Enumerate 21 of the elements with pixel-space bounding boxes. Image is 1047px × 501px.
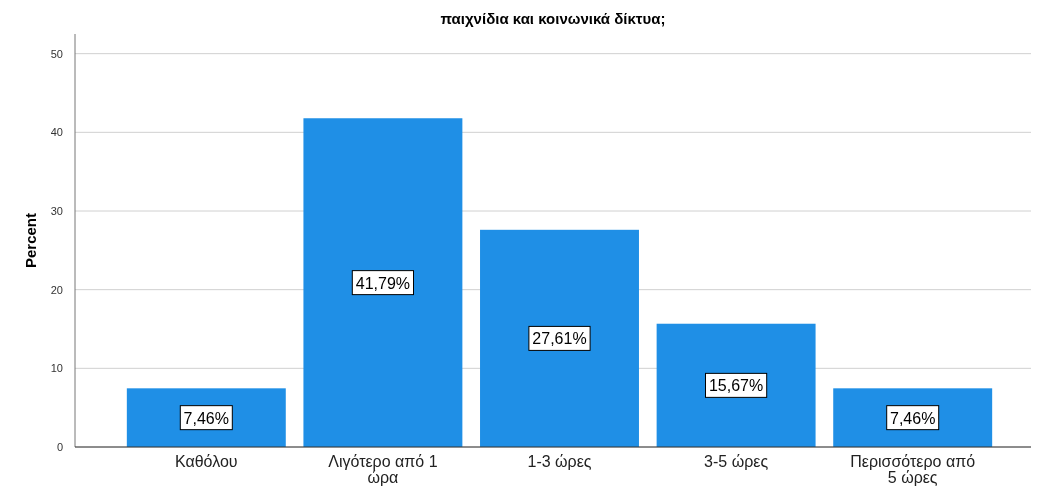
y-tick-label: 20 bbox=[50, 283, 63, 296]
y-tick-label: 50 bbox=[50, 47, 63, 60]
data-label: 7,46% bbox=[183, 409, 229, 427]
data-label: 41,79% bbox=[355, 274, 411, 292]
data-label: 27,61% bbox=[532, 330, 587, 348]
y-tick-label: 0 bbox=[56, 441, 63, 453]
y-axis-title: Percent bbox=[22, 212, 39, 269]
bar bbox=[480, 229, 639, 447]
x-tick-label: 1-3 ώρες bbox=[527, 453, 592, 470]
data-label: 7,46% bbox=[890, 409, 936, 427]
bar bbox=[303, 118, 463, 447]
x-tick-label: 3-5 ώρες bbox=[704, 453, 769, 470]
data-label: 15,67% bbox=[708, 377, 764, 395]
y-tick-label: 10 bbox=[50, 362, 63, 375]
chart-title: παιχνίδια και κοινωνικά δίκτυα; bbox=[440, 10, 666, 27]
x-tick-label: Περισσότερο από 5 ώρες bbox=[850, 453, 976, 486]
bar bbox=[656, 323, 816, 447]
y-tick-label: 30 bbox=[50, 205, 63, 217]
x-tick-label: Λιγότερο από 1 ώρα bbox=[328, 453, 438, 486]
x-tick-label: Καθόλου bbox=[174, 453, 238, 470]
y-tick-label: 40 bbox=[50, 126, 63, 139]
